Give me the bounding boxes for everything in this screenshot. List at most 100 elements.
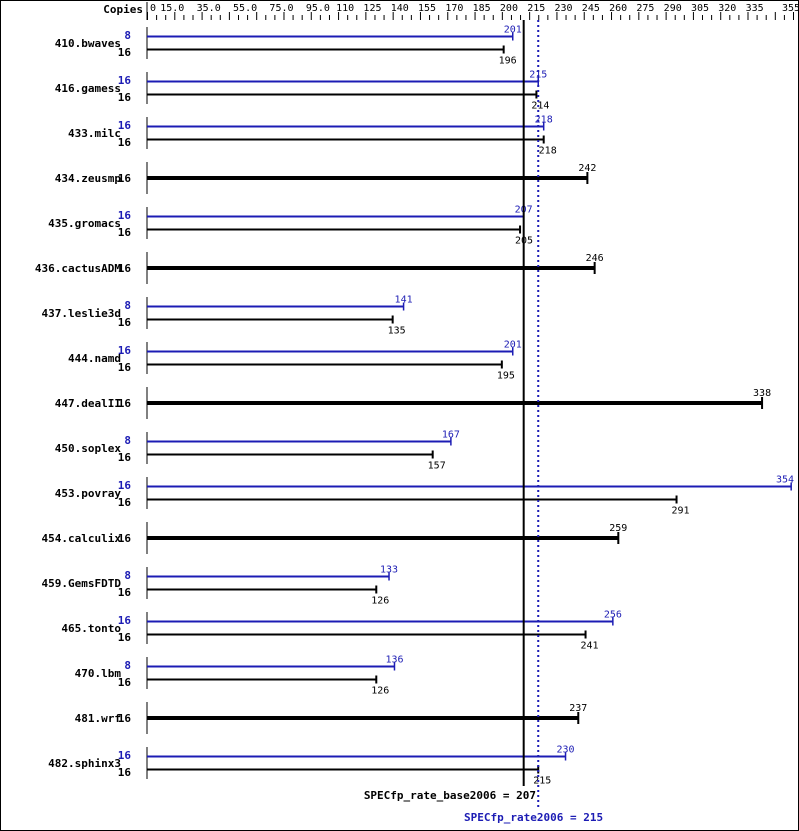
tick-label: 275	[636, 3, 654, 14]
peak-copies: 16	[118, 749, 132, 762]
benchmark-name: 416.gamess	[55, 82, 121, 95]
peak-copies: 8	[124, 569, 131, 582]
base-value-label: 135	[388, 326, 406, 337]
tick-label: 355	[782, 3, 799, 14]
tick-label: 230	[555, 3, 573, 14]
tick-label: 55.0	[233, 3, 257, 14]
benchmark-name: 459.GemsFDTD	[42, 577, 122, 590]
base-value-label: 214	[531, 101, 549, 112]
peak-value-label: 354	[776, 475, 794, 486]
peak-copies: 16	[118, 479, 132, 492]
base-value-label: 246	[586, 253, 604, 264]
base-value-label: 241	[581, 641, 599, 652]
peak-copies: 16	[118, 344, 132, 357]
tick-label: 75.0	[269, 3, 293, 14]
benchmark-name: 435.gromacs	[48, 217, 121, 230]
base-copies: 16	[118, 451, 132, 464]
peak-value-label: 218	[535, 115, 553, 126]
base-value-label: 196	[499, 56, 517, 67]
benchmark-name: 410.bwaves	[55, 37, 121, 50]
peak-value-label: 256	[604, 610, 622, 621]
tick-label: 95.0	[306, 3, 330, 14]
benchmark-name: 444.namd	[68, 352, 121, 365]
peak-value-label: 230	[557, 745, 575, 756]
tick-label: 15.0	[160, 3, 184, 14]
base-copies: 16	[118, 676, 132, 689]
benchmark-name: 454.calculix	[42, 532, 122, 545]
tick-label: 200	[500, 3, 518, 14]
peak-value-label: 167	[442, 430, 460, 441]
base-value-label: 157	[428, 461, 446, 472]
peak-value-label: 141	[395, 295, 413, 306]
tick-label: 215	[527, 3, 545, 14]
base-value-label: 259	[609, 523, 627, 534]
peak-mean-label: SPECfp_rate2006 = 215	[464, 811, 603, 824]
base-value-label: 215	[533, 776, 551, 787]
benchmark-name: 481.wrf	[75, 712, 121, 725]
base-copies: 16	[118, 766, 132, 779]
base-copies: 16	[118, 631, 132, 644]
base-copies: 16	[118, 46, 132, 59]
base-copies: 16	[118, 91, 132, 104]
base-copies: 16	[118, 172, 132, 185]
base-mean-label: SPECfp_rate_base2006 = 207	[364, 789, 536, 802]
base-copies: 16	[118, 226, 132, 239]
benchmark-name: 437.leslie3d	[42, 307, 121, 320]
peak-copies: 8	[124, 434, 131, 447]
base-value-label: 237	[569, 703, 587, 714]
tick-label: 320	[718, 3, 736, 14]
peak-value-label: 136	[385, 655, 403, 666]
base-copies: 16	[118, 532, 132, 545]
base-value-label: 242	[578, 163, 596, 174]
tick-label: 245	[582, 3, 600, 14]
tick-label: 110	[336, 3, 354, 14]
benchmark-name: 453.povray	[55, 487, 122, 500]
base-value-label: 291	[672, 506, 690, 517]
copies-header: Copies	[103, 3, 143, 16]
base-value-label: 195	[497, 371, 515, 382]
benchmark-name: 436.cactusADM	[35, 262, 121, 275]
peak-copies: 8	[124, 299, 131, 312]
tick-label: 35.0	[197, 3, 221, 14]
base-copies: 16	[118, 262, 132, 275]
tick-label: 260	[609, 3, 627, 14]
tick-label: 170	[445, 3, 463, 14]
benchmark-name: 447.dealII	[55, 397, 121, 410]
base-copies: 16	[118, 136, 132, 149]
tick-label: 335	[746, 3, 764, 14]
base-value-label: 218	[539, 146, 557, 157]
benchmark-name: 434.zeusmp	[55, 172, 122, 185]
base-value-label: 126	[371, 686, 389, 697]
benchmark-name: 433.milc	[68, 127, 121, 140]
peak-value-label: 201	[504, 25, 522, 36]
tick-label: 0	[150, 3, 156, 14]
benchmark-name: 470.lbm	[75, 667, 122, 680]
base-copies: 16	[118, 316, 132, 329]
benchmark-name: 482.sphinx3	[48, 757, 121, 770]
tick-label: 140	[391, 3, 409, 14]
peak-copies: 16	[118, 119, 132, 132]
base-value-label: 126	[371, 596, 389, 607]
x-axis: 0 15.0 35.0 55.0 75.0 95.0 110 125 140 155 170 185 2…	[146, 2, 799, 20]
tick-label: 155	[418, 3, 436, 14]
tick-label: 185	[473, 3, 491, 14]
benchmark-name: 465.tonto	[61, 622, 121, 635]
reference-lines: SPECfp_rate_base2006 = 207 SPECfp_rate200…	[364, 20, 603, 824]
tick-label: 290	[664, 3, 682, 14]
peak-value-label: 201	[504, 340, 522, 351]
